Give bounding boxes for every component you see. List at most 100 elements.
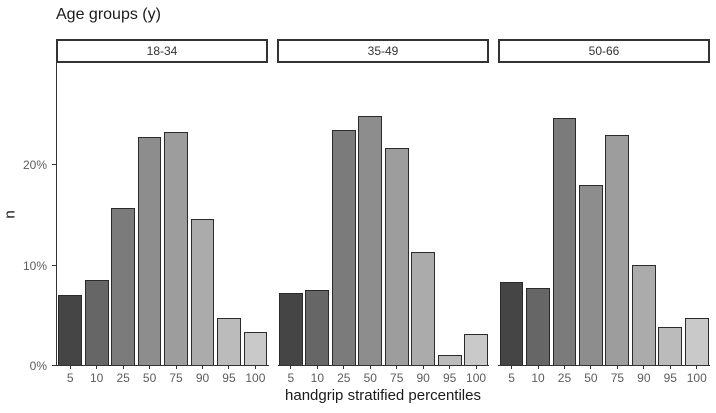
bar-slot xyxy=(278,63,304,365)
bar-5 xyxy=(279,293,303,365)
panels-area: 5 10 25 50 75 90 95 100 5 10 25 50 75 90 95 100 5 10 25 50 7… xyxy=(56,63,711,385)
x-tick-label: 95 xyxy=(442,371,457,385)
bar-slot xyxy=(551,63,577,365)
bar-25 xyxy=(111,208,136,365)
x-tick-marks xyxy=(57,365,269,369)
facet-strip-35-49: 35-49 xyxy=(277,39,489,63)
bar-slot xyxy=(498,63,524,365)
x-tick-cell xyxy=(684,365,710,369)
bar-slot xyxy=(383,63,409,365)
x-tick-mark xyxy=(669,365,671,369)
x-tick-mark xyxy=(201,365,203,369)
y-tick-label: 20% xyxy=(22,158,47,173)
bar-slot xyxy=(578,63,604,365)
x-tick-label: 50 xyxy=(363,371,377,385)
x-tick-label: 90 xyxy=(637,371,651,385)
x-tick-cell xyxy=(604,365,630,369)
x-tick-mark xyxy=(696,365,698,369)
bar-slot xyxy=(57,63,83,365)
x-tick-mark xyxy=(590,365,592,369)
x-tick-cell xyxy=(498,365,524,369)
x-tick-label: 50 xyxy=(142,371,157,385)
x-tick-mark xyxy=(449,365,451,369)
x-tick-cell xyxy=(331,365,357,369)
x-tick-cell xyxy=(278,365,304,369)
bar-100 xyxy=(464,334,488,365)
x-tick-mark xyxy=(511,365,513,369)
x-tick-mark xyxy=(228,365,230,369)
x-tick-cell xyxy=(163,365,189,369)
bar-slot xyxy=(189,63,215,365)
bar-75 xyxy=(384,148,409,365)
x-tick-mark xyxy=(69,365,71,369)
x-tick-cell xyxy=(525,365,551,369)
y-axis: 0% 10% 20% xyxy=(0,63,56,372)
x-tick-label: 100 xyxy=(466,371,487,385)
bar-slot xyxy=(684,63,710,365)
bar-slot xyxy=(110,63,136,365)
facet-panel-35-49: 5 10 25 50 75 90 95 100 xyxy=(277,63,490,385)
x-tick-label: 95 xyxy=(222,371,236,385)
y-tick-mark xyxy=(52,365,56,366)
bar-100 xyxy=(243,332,268,365)
x-tick-mark xyxy=(254,365,256,369)
x-tick-label: 75 xyxy=(610,371,625,385)
x-tick-label: 100 xyxy=(686,371,707,385)
x-tick-cell xyxy=(189,365,215,369)
x-tick-mark xyxy=(316,365,318,369)
bar-100 xyxy=(684,318,709,365)
bar-75 xyxy=(605,135,630,365)
x-tick-mark xyxy=(616,365,618,369)
x-tick-cell xyxy=(410,365,436,369)
x-tick-mark xyxy=(643,365,645,369)
x-tick-label: 10 xyxy=(310,371,325,385)
bar-slot xyxy=(331,63,357,365)
facet-strip-18-34: 18-34 xyxy=(56,39,268,63)
x-tick-cell xyxy=(436,365,462,369)
x-tick-mark xyxy=(96,365,98,369)
bar-95 xyxy=(658,327,683,365)
bar-slot xyxy=(525,63,551,365)
bar-95 xyxy=(437,355,462,365)
bar-slot xyxy=(136,63,162,365)
y-tick-mark xyxy=(52,264,56,266)
bar-slot xyxy=(410,63,436,365)
x-tick-label: 95 xyxy=(663,371,677,385)
bars-area xyxy=(498,63,710,365)
bar-10 xyxy=(305,290,330,365)
x-tick-cell xyxy=(383,365,409,369)
bar-slot xyxy=(242,63,268,365)
bar-slot xyxy=(463,63,489,365)
plot-title: Age groups (y) xyxy=(56,6,161,23)
bar-90 xyxy=(190,219,215,365)
x-tick-cell xyxy=(216,365,242,369)
x-tick-marks xyxy=(498,365,710,369)
y-tick-mark xyxy=(52,164,56,166)
x-tick-label: 25 xyxy=(337,371,351,385)
x-tick-cell xyxy=(304,365,330,369)
x-tick-label: 75 xyxy=(390,371,404,385)
x-tick-labels: 5 10 25 50 75 90 95 100 xyxy=(57,371,269,385)
x-tick-mark xyxy=(475,365,477,369)
x-tick-cell xyxy=(657,365,683,369)
bar-slot xyxy=(657,63,683,365)
x-tick-mark xyxy=(343,365,345,369)
x-tick-cell xyxy=(631,365,657,369)
x-tick-cell xyxy=(551,365,577,369)
bar-75 xyxy=(164,132,188,365)
x-axis-title: handgrip stratified percentiles xyxy=(285,387,481,404)
facet-panel-50-66: 5 10 25 50 75 90 95 100 xyxy=(498,63,711,385)
x-tick-cell xyxy=(136,365,162,369)
bar-10 xyxy=(84,280,109,365)
x-tick-label: 90 xyxy=(195,371,210,385)
x-tick-mark xyxy=(122,365,124,369)
x-tick-mark xyxy=(175,365,177,369)
bar-slot xyxy=(604,63,630,365)
bars-area xyxy=(57,63,269,365)
facet-panel-18-34: 5 10 25 50 75 90 95 100 xyxy=(56,63,269,385)
x-tick-cell xyxy=(57,365,83,369)
bar-slot xyxy=(436,63,462,365)
bar-slot xyxy=(357,63,383,365)
bar-slot xyxy=(83,63,109,365)
